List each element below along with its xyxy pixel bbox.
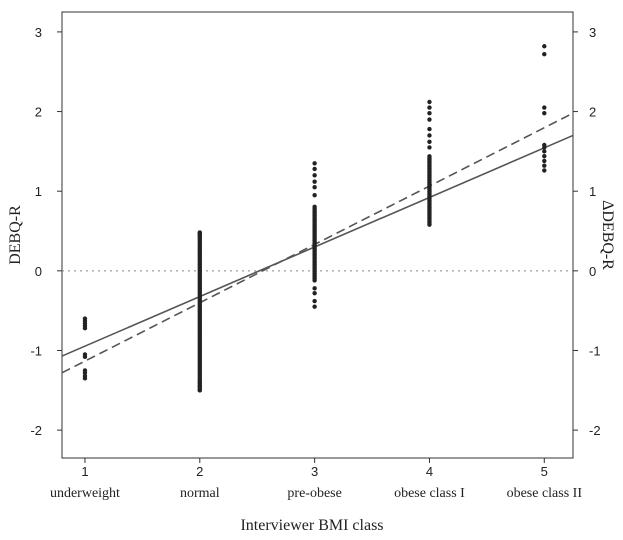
right-y-axis: -2 -1 0 1 2 3 — [573, 25, 601, 438]
data-point — [542, 52, 547, 57]
data-point — [427, 99, 432, 105]
data-point — [542, 142, 547, 148]
data-point — [82, 376, 88, 381]
data-point — [197, 384, 202, 389]
y-tick-label-right: -2 — [589, 423, 601, 438]
left-y-axis: -2 -1 0 1 2 3 — [30, 25, 62, 438]
right-y-axis-title: ΔDEBQ-R — [599, 200, 616, 270]
data-point — [427, 154, 432, 159]
data-point — [197, 388, 202, 393]
x-category-label: obese class II — [507, 486, 583, 501]
x-tick-label: 1 — [81, 464, 88, 479]
data-point — [542, 149, 547, 154]
x-tick-label: 4 — [426, 464, 433, 479]
y-tick-label-right: 0 — [589, 264, 596, 279]
data-point — [197, 230, 202, 235]
x-tick-label: 5 — [541, 464, 548, 479]
x-axis-title: Interviewer BMI class — [240, 517, 383, 534]
data-point — [427, 105, 432, 110]
x-axis: 1 underweight 2 normal 3 pre-obese 4 obese clas… — [50, 458, 582, 501]
data-point — [312, 304, 317, 309]
data-point — [427, 145, 432, 150]
y-tick-label-right: 1 — [589, 184, 596, 199]
data-point — [427, 133, 432, 138]
x-category-label: pre-obese — [287, 486, 341, 501]
x-category-label: obese class I — [394, 486, 465, 501]
y-tick-label: 1 — [35, 184, 42, 199]
data-point — [312, 185, 317, 190]
data-point — [312, 173, 317, 178]
x-category-label: normal — [180, 486, 220, 501]
data-point — [82, 370, 88, 375]
data-point — [542, 163, 547, 168]
data-point — [82, 354, 88, 360]
left-y-axis-title: DEBQ-R — [7, 205, 24, 265]
plot-frame — [61, 11, 574, 459]
y-tick-label: 3 — [35, 25, 42, 40]
data-point — [312, 166, 317, 172]
y-tick-label: 2 — [35, 105, 42, 120]
data-point — [312, 290, 317, 296]
y-tick-label-right: 2 — [589, 105, 596, 120]
y-tick-label: -2 — [30, 423, 42, 438]
data-point — [312, 298, 317, 304]
data-point — [312, 179, 317, 184]
data-point — [542, 158, 547, 164]
plot-area — [61, 11, 574, 459]
data-point — [542, 105, 547, 110]
data-point — [312, 286, 317, 291]
data-point — [312, 161, 317, 166]
data-point — [542, 44, 547, 49]
y-tick-label: 0 — [35, 264, 42, 279]
data-point — [427, 126, 432, 132]
x-tick-label: 2 — [196, 464, 203, 479]
x-category-label: underweight — [50, 486, 120, 501]
data-point — [542, 110, 547, 116]
data-point — [312, 192, 317, 198]
data-point — [427, 117, 432, 122]
data-point — [312, 204, 317, 210]
data-point — [427, 110, 432, 116]
x-tick-label: 3 — [311, 464, 318, 479]
data-point — [197, 380, 202, 385]
y-tick-label-right: 3 — [589, 25, 596, 40]
solid-regression-line — [61, 134, 574, 357]
data-point — [542, 153, 547, 159]
data-point — [82, 325, 88, 331]
data-point — [542, 168, 547, 173]
dashed-regression-line — [61, 112, 574, 374]
data-point — [427, 139, 432, 145]
y-tick-label: -1 — [30, 343, 42, 358]
y-tick-label-right: -1 — [589, 343, 601, 358]
